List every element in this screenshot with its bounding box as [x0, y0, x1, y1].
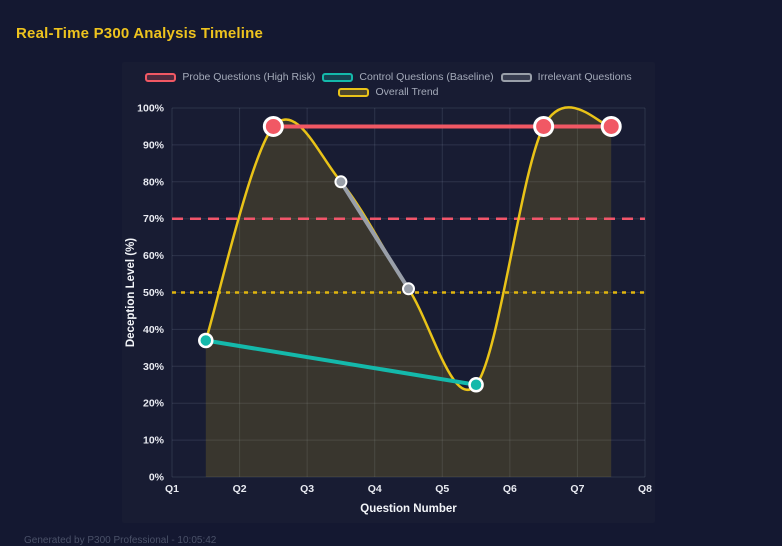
legend-swatch	[338, 87, 370, 97]
x-tick-label: Q6	[503, 483, 517, 495]
chart-legend: Probe Questions (High Risk) Control Quest…	[122, 71, 655, 98]
data-point-marker[interactable]	[533, 115, 555, 137]
legend-swatch	[145, 72, 177, 82]
chart-panel: Probe Questions (High Risk) Control Quest…	[122, 62, 655, 523]
legend-item[interactable]: Control Questions (Baseline)	[322, 71, 494, 83]
legend-label: Irrelevant Questions	[537, 71, 632, 83]
legend-item[interactable]: Overall Trend	[338, 86, 439, 98]
x-tick-label: Q7	[570, 483, 584, 495]
legend-label: Probe Questions (High Risk)	[182, 71, 316, 83]
y-axis-title: Deception Level (%)	[125, 238, 137, 347]
legend-row: Overall Trend	[338, 86, 439, 98]
y-tick-label: 80%	[143, 176, 165, 188]
x-axis-title: Question Number	[360, 503, 457, 515]
y-tick-label: 30%	[143, 361, 165, 373]
x-tick-label: Q2	[233, 483, 247, 495]
legend-swatch	[322, 72, 354, 82]
footer-caption: Generated by P300 Professional - 10:05:4…	[24, 535, 217, 546]
y-tick-label: 70%	[143, 213, 165, 225]
data-point-marker[interactable]	[198, 332, 214, 349]
x-tick-label: Q5	[435, 483, 449, 495]
legend-row: Probe Questions (High Risk) Control Quest…	[145, 71, 632, 83]
legend-swatch	[500, 72, 532, 82]
y-tick-label: 90%	[143, 139, 165, 151]
x-tick-label: Q4	[368, 483, 382, 495]
series-line	[338, 179, 411, 291]
y-tick-label: 40%	[143, 324, 165, 336]
legend-label: Control Questions (Baseline)	[359, 71, 494, 83]
y-tick-label: 100%	[137, 103, 165, 115]
series-line	[203, 338, 479, 387]
data-point-marker[interactable]	[600, 115, 622, 137]
y-tick-label: 0%	[149, 472, 165, 484]
legend-item[interactable]: Irrelevant Questions	[500, 71, 632, 83]
data-point-marker[interactable]	[334, 175, 348, 189]
y-tick-label: 10%	[143, 435, 165, 447]
y-tick-label: 60%	[143, 250, 165, 262]
y-tick-label: 50%	[143, 287, 165, 299]
data-point-marker[interactable]	[468, 377, 484, 393]
legend-label: Overall Trend	[375, 86, 439, 98]
legend-item[interactable]: Probe Questions (High Risk)	[145, 71, 315, 83]
x-tick-label: Q3	[300, 483, 314, 495]
data-point-marker[interactable]	[262, 115, 284, 137]
data-point-marker[interactable]	[402, 282, 415, 296]
x-tick-label: Q8	[638, 483, 652, 495]
y-tick-label: 20%	[143, 398, 165, 410]
x-tick-label: Q1	[165, 483, 179, 495]
p300-timeline-chart[interactable]: Q1 Q2 Q3 Q4 Q5 Q6 Q7 Q8 0% 10% 20% 30% 40% 50% 60% 70% 8…	[122, 62, 655, 523]
page-title: Real-Time P300 Analysis Timeline	[16, 25, 264, 42]
